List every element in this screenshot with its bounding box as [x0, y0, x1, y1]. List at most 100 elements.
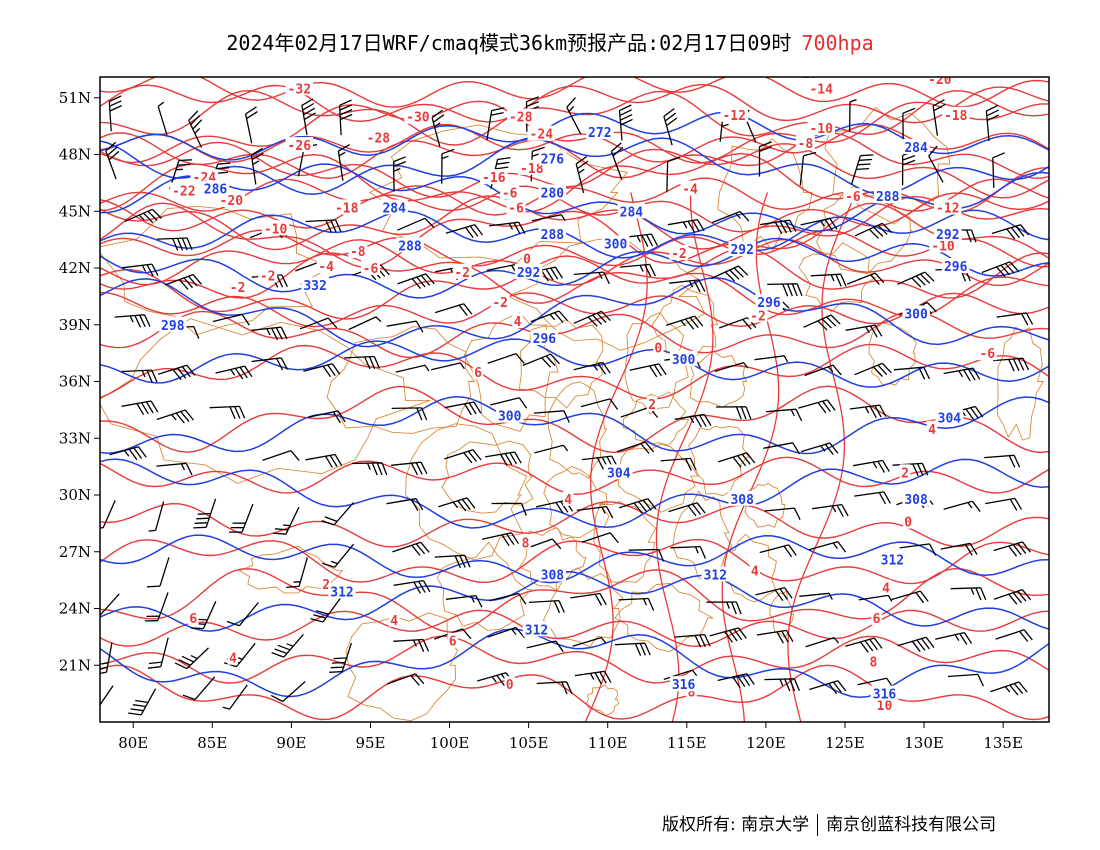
temperature-isotherm	[655, 192, 714, 722]
wind-barb	[767, 283, 803, 297]
x-axis: 80E 85E 90E 95E 100E 105E 110E 115E 120E 125E 130E…	[118, 722, 1023, 752]
label-backdrop	[285, 80, 313, 96]
label-backdrop	[875, 697, 894, 712]
wind-barb	[215, 365, 253, 380]
geopotential-label: 284	[620, 205, 644, 220]
wind-barb	[156, 409, 195, 424]
temperature-label: -16	[482, 171, 506, 186]
label-backdrop	[316, 258, 336, 274]
wind-barb	[308, 410, 346, 424]
label-backdrop	[646, 396, 658, 412]
wind-barb	[985, 104, 1000, 141]
label-backdrop	[538, 566, 567, 582]
map-title: 2024年02月17日WRF/cmaq模式36km预报产品:02月17日09时 7…	[0, 27, 1100, 56]
temperature-isotherm	[100, 567, 1049, 633]
wind-barb	[932, 99, 946, 136]
geopotential-label: 304	[938, 412, 962, 427]
wind-barb	[805, 636, 840, 648]
temperature-label: -4	[318, 260, 334, 275]
label-backdrop	[521, 250, 533, 266]
geopotential-label: 316	[873, 688, 897, 703]
temperature-label: 0	[523, 253, 531, 268]
wind-barb	[522, 353, 560, 368]
wind-barb	[491, 502, 527, 516]
province-border	[345, 612, 459, 722]
x-tick-label: 100E	[430, 734, 470, 752]
geopotential-label: 312	[330, 586, 353, 601]
temperature-label: -2	[750, 309, 766, 324]
geopotential-label: 300	[672, 353, 696, 368]
x-tick-label: 130E	[904, 734, 944, 752]
wind-barb	[392, 156, 406, 192]
wind-barb	[893, 366, 930, 380]
label-backdrop	[504, 676, 515, 692]
wind-barb	[105, 141, 120, 180]
label-backdrop	[320, 575, 332, 591]
province-border	[689, 350, 748, 408]
label-backdrop	[258, 267, 278, 283]
x-tick-label: 125E	[825, 734, 865, 752]
wind-barb	[337, 144, 351, 181]
wind-barb	[533, 410, 570, 423]
wind-barb	[209, 405, 246, 420]
y-tick-label: 39N	[59, 316, 91, 334]
wind-barb	[897, 636, 935, 653]
label-backdrop	[562, 490, 574, 506]
label-backdrop	[217, 191, 245, 207]
label-backdrop	[843, 188, 863, 204]
temperature-label: -14	[809, 82, 833, 97]
temperature-isotherm	[100, 89, 1049, 146]
temperature-isotherm	[100, 291, 1049, 328]
geopotential-label: 308	[904, 493, 928, 508]
temperature-label: 10	[877, 699, 893, 714]
temperature-label: 4	[751, 565, 759, 580]
label-backdrop	[328, 583, 356, 599]
geopotential-label: 332	[303, 279, 326, 294]
y-tick-label: 24N	[59, 600, 91, 618]
wind-barb	[670, 545, 706, 559]
wind-barb	[391, 407, 428, 421]
label-backdrop	[791, 77, 820, 81]
temperature-label: 8	[688, 686, 696, 701]
geopotential-label: 312	[881, 553, 904, 568]
province-border	[441, 440, 534, 514]
label-backdrop	[795, 135, 815, 151]
wind-barb	[809, 680, 847, 695]
label-backdrop	[601, 235, 630, 251]
title-level: 700hpa	[801, 31, 874, 55]
wind-barb	[618, 597, 655, 611]
wind-barb	[212, 313, 250, 326]
wind-barb	[996, 312, 1034, 326]
label-backdrop	[285, 137, 313, 153]
wind-barb	[803, 314, 841, 331]
label-backdrop	[941, 258, 970, 274]
wind-barb	[386, 673, 425, 686]
wind-barb	[801, 442, 839, 455]
temperature-label: -16	[794, 67, 818, 82]
label-backdrop	[720, 106, 748, 122]
temperature-label: -26	[288, 139, 312, 154]
temperature-label: 2	[901, 466, 909, 481]
wind-barb	[947, 673, 984, 687]
geopotential-label: 300	[604, 238, 628, 253]
wind-barb	[114, 314, 151, 328]
wind-barb	[714, 361, 749, 373]
temperature-label: -10	[809, 122, 833, 137]
wind-barb	[271, 633, 304, 658]
province-border	[593, 500, 657, 583]
wind-barb	[706, 601, 742, 615]
label-backdrop	[902, 305, 930, 321]
temperature-isotherm	[100, 385, 1049, 454]
wind-barb	[990, 681, 1028, 696]
wind-barb	[344, 355, 381, 370]
temperature-isotherm	[100, 77, 1049, 108]
label-backdrop	[495, 407, 524, 423]
label-backdrop	[170, 182, 198, 198]
wind-barb	[758, 141, 772, 177]
wind-barb	[262, 449, 300, 462]
geopotential-contours	[100, 111, 1049, 699]
wind-barb	[804, 364, 842, 377]
temperature-label: -18	[520, 162, 544, 177]
x-tick-label: 135E	[983, 734, 1023, 752]
geopotential-label: 300	[498, 410, 522, 425]
